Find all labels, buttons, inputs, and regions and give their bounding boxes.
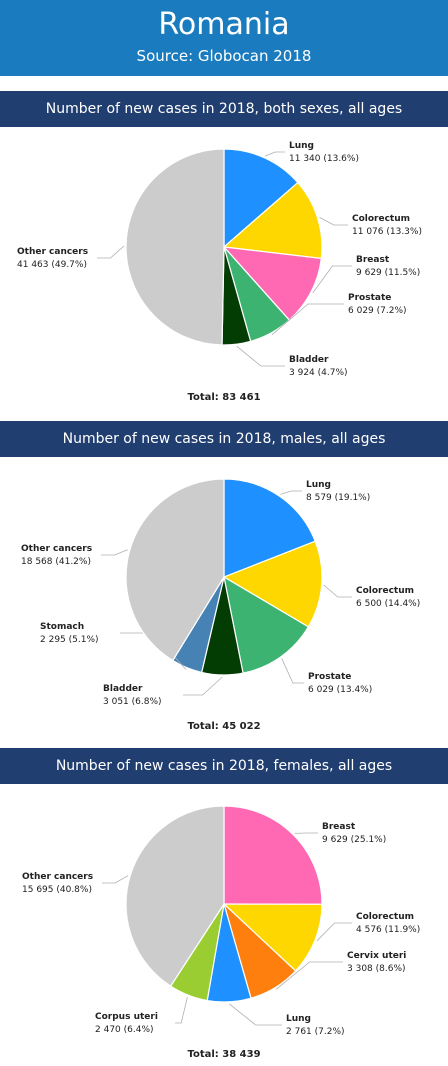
slice-value-bladder: 3 924 (4.7%) [289, 368, 348, 378]
pie-slice-prostate [223, 575, 310, 674]
page-subtitle: Source: Globocan 2018 [136, 47, 312, 65]
slice-label-prostate: Prostate [348, 293, 391, 303]
slice-label-colorectum: Colorectum [352, 214, 410, 224]
slice-value-other-cancers: 18 568 (41.2%) [21, 557, 91, 567]
pie-slice-colorectum [222, 181, 323, 260]
slice-label-colorectum: Colorectum [356, 586, 414, 596]
leader-line-other-cancers [102, 875, 129, 884]
slice-label-colorectum: Colorectum [356, 912, 414, 922]
chart-title-females: Number of new cases in 2018, females, al… [0, 748, 448, 784]
leader-line-colorectum [319, 217, 348, 226]
slice-value-prostate: 6 029 (7.2%) [348, 306, 407, 316]
leader-line-prostate [271, 303, 344, 336]
leader-line-lung [280, 490, 302, 495]
chart-title-males: Number of new cases in 2018, males, all … [0, 421, 448, 457]
leader-line-other-cancers [101, 549, 128, 556]
slice-label-bladder: Bladder [289, 355, 329, 365]
chart-title-both-sexes: Number of new cases in 2018, both sexes,… [0, 91, 448, 127]
slice-label-stomach: Stomach [40, 622, 84, 632]
pie-slice-lung [223, 148, 299, 249]
slice-label-cervix-uteri: Cervix uteri [347, 951, 406, 961]
slice-value-breast: 9 629 (25.1%) [322, 835, 386, 845]
slice-label-other-cancers: Other cancers [17, 247, 88, 257]
leader-line-corpus-uteri [175, 997, 188, 1024]
slice-label-lung: Lung [306, 480, 331, 490]
slice-value-other-cancers: 15 695 (40.8%) [22, 885, 92, 895]
slice-label-prostate: Prostate [308, 672, 351, 682]
pie-slice-other-cancers [125, 478, 225, 662]
slice-label-breast: Breast [356, 255, 390, 265]
slice-label-bladder: Bladder [103, 684, 143, 694]
slice-value-colorectum: 11 076 (13.3%) [352, 227, 422, 237]
slice-value-breast: 9 629 (11.5%) [356, 268, 420, 278]
leader-line-prostate [281, 658, 304, 684]
slice-value-lung: 8 579 (19.1%) [306, 493, 370, 503]
slice-label-lung: Lung [289, 141, 314, 151]
chart-total: Total: 83 461 [187, 392, 260, 403]
leader-line-bladder [236, 345, 285, 367]
leader-line-lung [229, 1003, 282, 1026]
leader-line-colorectum [316, 922, 352, 942]
slice-value-colorectum: 6 500 (14.4%) [356, 599, 420, 609]
slice-label-other-cancers: Other cancers [22, 872, 93, 882]
chart-total: Total: 38 439 [187, 1049, 260, 1060]
slice-value-cervix-uteri: 3 308 (8.6%) [347, 964, 406, 974]
leader-line-lung [265, 151, 285, 157]
pie-slice-colorectum [222, 903, 323, 972]
leader-line-bladder [183, 676, 223, 696]
slice-value-bladder: 3 051 (6.8%) [103, 697, 162, 707]
slice-label-other-cancers: Other cancers [21, 544, 92, 554]
slice-value-colorectum: 4 576 (11.9%) [356, 925, 420, 935]
slice-value-corpus-uteri: 2 470 (6.4%) [95, 1025, 154, 1035]
slice-label-lung: Lung [286, 1014, 311, 1024]
leader-line-other-cancers [97, 245, 125, 259]
slice-value-stomach: 2 295 (5.1%) [40, 635, 99, 645]
pie-slice-other-cancers [125, 148, 225, 346]
slice-value-lung: 2 761 (7.2%) [286, 1027, 345, 1037]
page-title: Romania [158, 7, 290, 42]
page-header: Romania Source: Globocan 2018 [0, 0, 448, 76]
pie-chart-males: Lung 8 579 (19.1%) Colorectum 6 500 (14.4%)… [21, 478, 420, 732]
leader-line-colorectum [323, 584, 352, 598]
pie-slice-breast [223, 805, 323, 905]
slice-label-breast: Breast [322, 822, 356, 832]
leader-line-cervix-uteri [275, 961, 343, 990]
slice-value-other-cancers: 41 463 (49.7%) [17, 260, 87, 270]
pie-slice-colorectum [222, 540, 323, 628]
leader-line-breast [312, 265, 352, 294]
slice-value-lung: 11 340 (13.6%) [289, 154, 359, 164]
pie-slice-lung [223, 478, 317, 578]
slice-label-corpus-uteri: Corpus uteri [95, 1012, 158, 1022]
pie-chart-females: Breast 9 629 (25.1%) Colorectum 4 576 (11.9… [22, 805, 420, 1060]
pie-slice-other-cancers [125, 805, 225, 988]
chart-total: Total: 45 022 [187, 721, 260, 732]
pie-chart-both-sexes: Lung 11 340 (13.6%) Colorectum 11 076 (13.3… [17, 141, 422, 403]
slice-value-prostate: 6 029 (13.4%) [308, 685, 372, 695]
